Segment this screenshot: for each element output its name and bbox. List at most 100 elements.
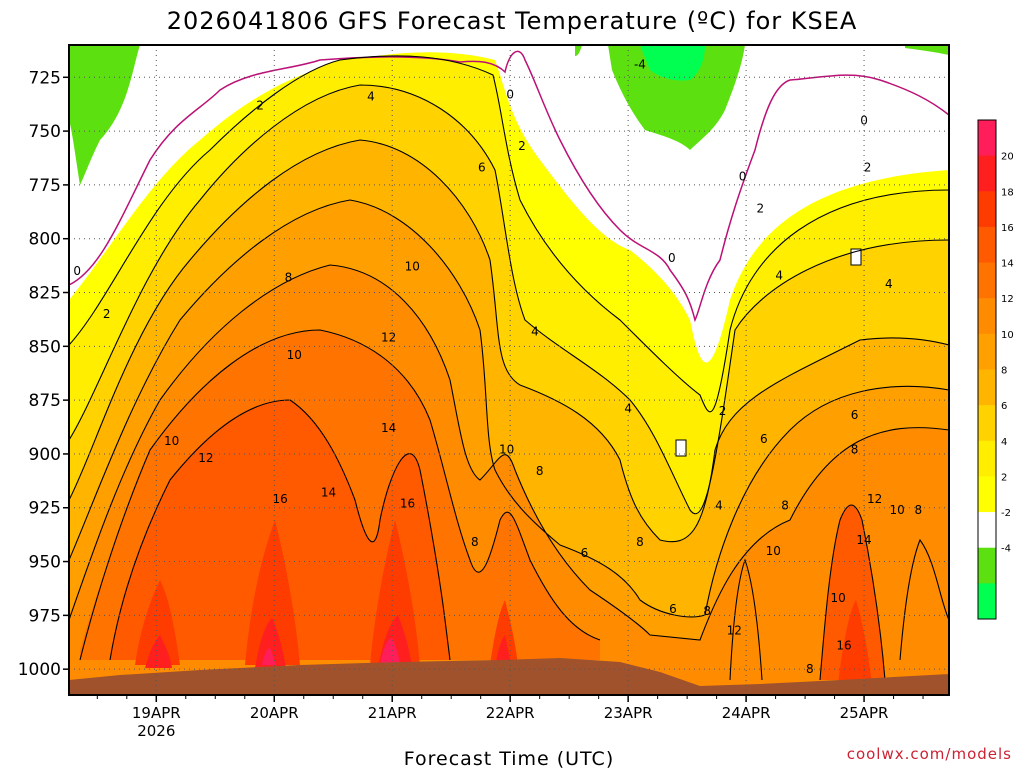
contour-label: 10 (830, 591, 845, 605)
colorbar-swatch (978, 120, 996, 157)
contour-label: 14 (381, 421, 396, 435)
colorbar-label: -2 (1001, 508, 1011, 519)
contour-label: 4 (531, 324, 539, 338)
y-tick-label: 950 (29, 553, 61, 573)
contour-label: 8 (915, 503, 923, 517)
colorbar-swatch (978, 262, 996, 299)
colorbar-swatch (978, 369, 996, 406)
colorbar-label: 8 (1001, 366, 1007, 377)
x-tick-label: 22APR (486, 704, 535, 722)
contour-label: 6 (478, 161, 486, 175)
contour-label: 12 (867, 492, 882, 506)
colorbar-label: 16 (1001, 223, 1014, 234)
contour-label: 8 (471, 535, 479, 549)
colorbar-swatch (978, 155, 996, 192)
colorbar-label: 2 (1001, 472, 1007, 483)
contour-label: 12 (381, 331, 396, 345)
colorbar-label: 6 (1001, 401, 1007, 412)
contour-label: 8 (851, 443, 859, 457)
contour-label: 4 (715, 499, 723, 513)
colorbar-label: 18 (1001, 187, 1014, 198)
contour-label: 4 (775, 268, 783, 282)
contour-label: 0 (860, 113, 868, 127)
contour-label: 12 (198, 451, 213, 465)
contour-label: 2 (719, 404, 727, 418)
chart-title: 2026041806 GFS Forecast Temperature (ºC)… (167, 7, 858, 35)
contour-label: 6 (669, 602, 677, 616)
contour-label: 0 (506, 88, 514, 102)
contour-label: 16 (273, 492, 288, 506)
colorbar-swatch (978, 512, 996, 549)
x-tick-label: 20APR (250, 704, 299, 722)
contour-label: 4 (885, 277, 893, 291)
contour-label: 6 (581, 546, 589, 560)
colorbar-frame (977, 119, 997, 620)
colorbar-legend: 20 18 16 14 12 10 8 6 4 2 -2 -4 (977, 119, 1014, 620)
y-tick-label: 775 (29, 176, 61, 196)
contour-label: 2 (256, 98, 264, 112)
temperature-band-above-20 (262, 638, 400, 665)
colorbar-label: -4 (1001, 544, 1011, 555)
x-axis-label: Forecast Time (UTC) (404, 748, 614, 768)
contour-label: 10 (405, 260, 420, 274)
contour-label: -4 (634, 57, 646, 71)
y-tick-label: 925 (29, 499, 61, 519)
contour-label: 12 (727, 623, 742, 637)
colorbar-label: 4 (1001, 437, 1007, 448)
pressure-axis: 725 750 775 800 825 850 875 900 925 950 975 1000 (18, 68, 69, 680)
x-tick-label: 19APR (132, 704, 181, 722)
colorbar-swatch (978, 440, 996, 477)
contour-label: 10 (164, 434, 179, 448)
subfreezing-region-north (608, 45, 745, 150)
contour-label: 8 (285, 270, 293, 284)
colorbar-label: 14 (1001, 259, 1014, 270)
y-tick-label: 850 (29, 337, 61, 357)
y-tick-label: 725 (29, 68, 61, 88)
contour-label: 8 (636, 535, 644, 549)
colorbar-swatch (978, 405, 996, 442)
contour-label: 4 (367, 90, 375, 104)
plot-area (69, 45, 949, 695)
terrain-ground (69, 658, 949, 695)
contour-label: 0 (668, 251, 676, 265)
contour-label: 4 (624, 402, 632, 416)
contour-label: 8 (781, 499, 789, 513)
y-tick-label: 800 (29, 230, 61, 250)
cold-pocket-hole (850, 248, 862, 266)
colorbar-label: 12 (1001, 294, 1014, 305)
warm-pocket-hole (675, 439, 687, 457)
colorbar-swatch (978, 547, 996, 584)
contour-label: 2 (518, 139, 526, 153)
credit-link[interactable]: coolwx.com/models (847, 745, 1012, 763)
temperature-band-14-16-east (820, 505, 885, 680)
contour-label: 0 (73, 264, 81, 278)
colorbar-label: 10 (1001, 330, 1014, 341)
y-tick-label: 875 (29, 391, 61, 411)
temperature-band-14-16 (110, 400, 450, 660)
contour-label: 10 (287, 348, 302, 362)
contour-label: 8 (536, 464, 544, 478)
contour-label: 8 (703, 604, 711, 618)
x-tick-label: 21APR (368, 704, 417, 722)
colorbar-swatch (978, 476, 996, 513)
y-tick-label: 900 (29, 445, 61, 465)
y-tick-label: 1000 (18, 660, 61, 680)
x-tick-sublabel: 2026 (137, 722, 175, 740)
contour-label: 2 (864, 161, 872, 175)
plot-grid (69, 45, 949, 695)
freezing-contour-0c (69, 50, 949, 323)
y-tick-label: 975 (29, 606, 61, 626)
colorbar-swatch (978, 226, 996, 264)
subfreezing-region-southwest-edge (575, 45, 582, 56)
contour-label: 2 (756, 202, 764, 216)
contour-label: 0 (739, 169, 747, 183)
contour-label: 14 (321, 486, 336, 500)
subfreezing-region-north-minus4 (640, 45, 705, 81)
contour-label: 14 (856, 533, 871, 547)
x-tick-label: 23APR (604, 704, 653, 722)
contour-label: 16 (400, 496, 415, 510)
contour-label: 2 (103, 307, 111, 321)
subfreezing-region-northwest (69, 45, 140, 185)
